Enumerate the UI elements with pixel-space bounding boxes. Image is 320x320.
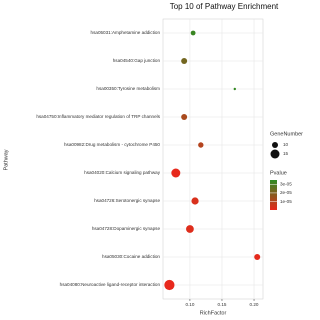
plot-area [162,18,264,300]
y-tick-label: hsa04750:Inflammatory mediator regulatio… [36,114,160,119]
size-legend-dot [270,149,280,159]
point [181,58,188,64]
x-tick-label: 0.10 [185,302,194,307]
point [186,225,194,233]
y-tick-label: hsa04080:Neuroactive ligand-receptor int… [60,282,161,287]
x-tick-label: 0.15 [217,302,226,307]
point [198,142,204,148]
color-legend-title: Pvalue [270,170,287,176]
point [164,279,175,291]
point [181,114,188,120]
point [191,197,199,205]
point [171,168,181,178]
y-tick-label: hsa05030:Cocaine addiction [102,254,160,259]
point [190,30,196,36]
y-tick-label: hsa05031:Amphetamine addiction [91,30,161,35]
y-tick-label: hsa04728:Dopaminergic synapse [92,226,161,231]
y-axis-label: Pathway [3,149,9,170]
y-tick-label: hsa04020:Calcium signaling pathway [84,170,161,175]
color-bar [270,180,277,210]
size-legend-label: 10 [283,142,289,147]
y-tick-label: hsa04726:Serotonergic synapse [94,198,160,203]
y-tick-label: hsa04540:Gap junction [113,58,161,63]
x-tick-label: 0.20 [250,302,259,307]
x-axis-label: RichFactor [200,310,227,316]
size-legend-title: GeneNumber [270,131,303,137]
color-tick-label: 2e-05 [280,190,292,195]
color-tick-label: 1e-05 [280,199,292,204]
color-tick-label: 3e-05 [280,182,292,187]
size-legend-label: 15 [283,151,289,156]
point [233,87,236,91]
y-tick-label: hsa00982:Drug metabolism - cytochrome P4… [64,142,160,147]
point [254,254,261,260]
size-legend-dot [272,142,278,148]
y-tick-label: hsa00350:Tyrosine metabolism [96,86,160,91]
chart-title: Top 10 of Pathway Enrichment [170,2,279,11]
